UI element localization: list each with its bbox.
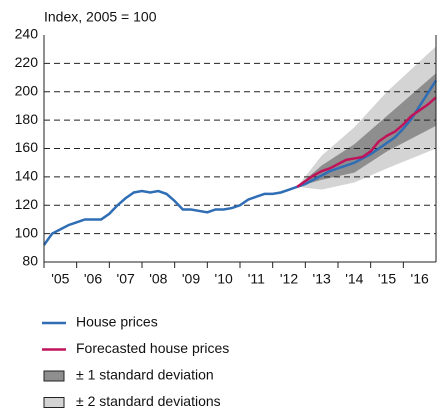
legend-label: ± 1 standard deviation bbox=[76, 367, 214, 383]
y-tick-label: 100 bbox=[15, 224, 39, 240]
x-tick-label: '14 bbox=[345, 271, 363, 287]
x-tick-label: '07 bbox=[117, 271, 135, 287]
x-tick-label: '09 bbox=[182, 271, 200, 287]
x-tick-label: '05 bbox=[51, 271, 69, 287]
legend-label: House prices bbox=[76, 314, 158, 330]
y-tick-label: 240 bbox=[15, 26, 39, 42]
y-tick-label: 120 bbox=[15, 196, 39, 212]
y-tick-label: 80 bbox=[22, 253, 38, 269]
y-tick-label: 220 bbox=[15, 54, 39, 70]
legend-label: Forecasted house prices bbox=[76, 340, 229, 356]
band bbox=[297, 73, 436, 187]
x-tick-label: '13 bbox=[313, 271, 331, 287]
y-tick-label: 160 bbox=[15, 139, 39, 155]
x-tick-label: '06 bbox=[84, 271, 102, 287]
legend-label: ± 2 standard deviations bbox=[76, 393, 221, 409]
legend-swatch bbox=[43, 370, 65, 382]
chart-subtitle: Index, 2005 = 100 bbox=[44, 9, 157, 25]
x-tick-label: '12 bbox=[280, 271, 298, 287]
y-tick-label: 140 bbox=[15, 168, 39, 184]
legend-swatch bbox=[43, 397, 65, 408]
x-tick-label: '11 bbox=[248, 271, 265, 287]
y-tick-label: 180 bbox=[15, 111, 39, 127]
line bbox=[296, 96, 437, 188]
x-tick-label: '10 bbox=[215, 271, 233, 287]
x-tick-label: '15 bbox=[378, 271, 396, 287]
x-tick-label: '08 bbox=[149, 271, 167, 287]
band bbox=[297, 46, 436, 190]
x-tick-label: '16 bbox=[411, 271, 429, 287]
y-tick-label: 200 bbox=[15, 82, 39, 98]
line bbox=[42, 79, 438, 246]
